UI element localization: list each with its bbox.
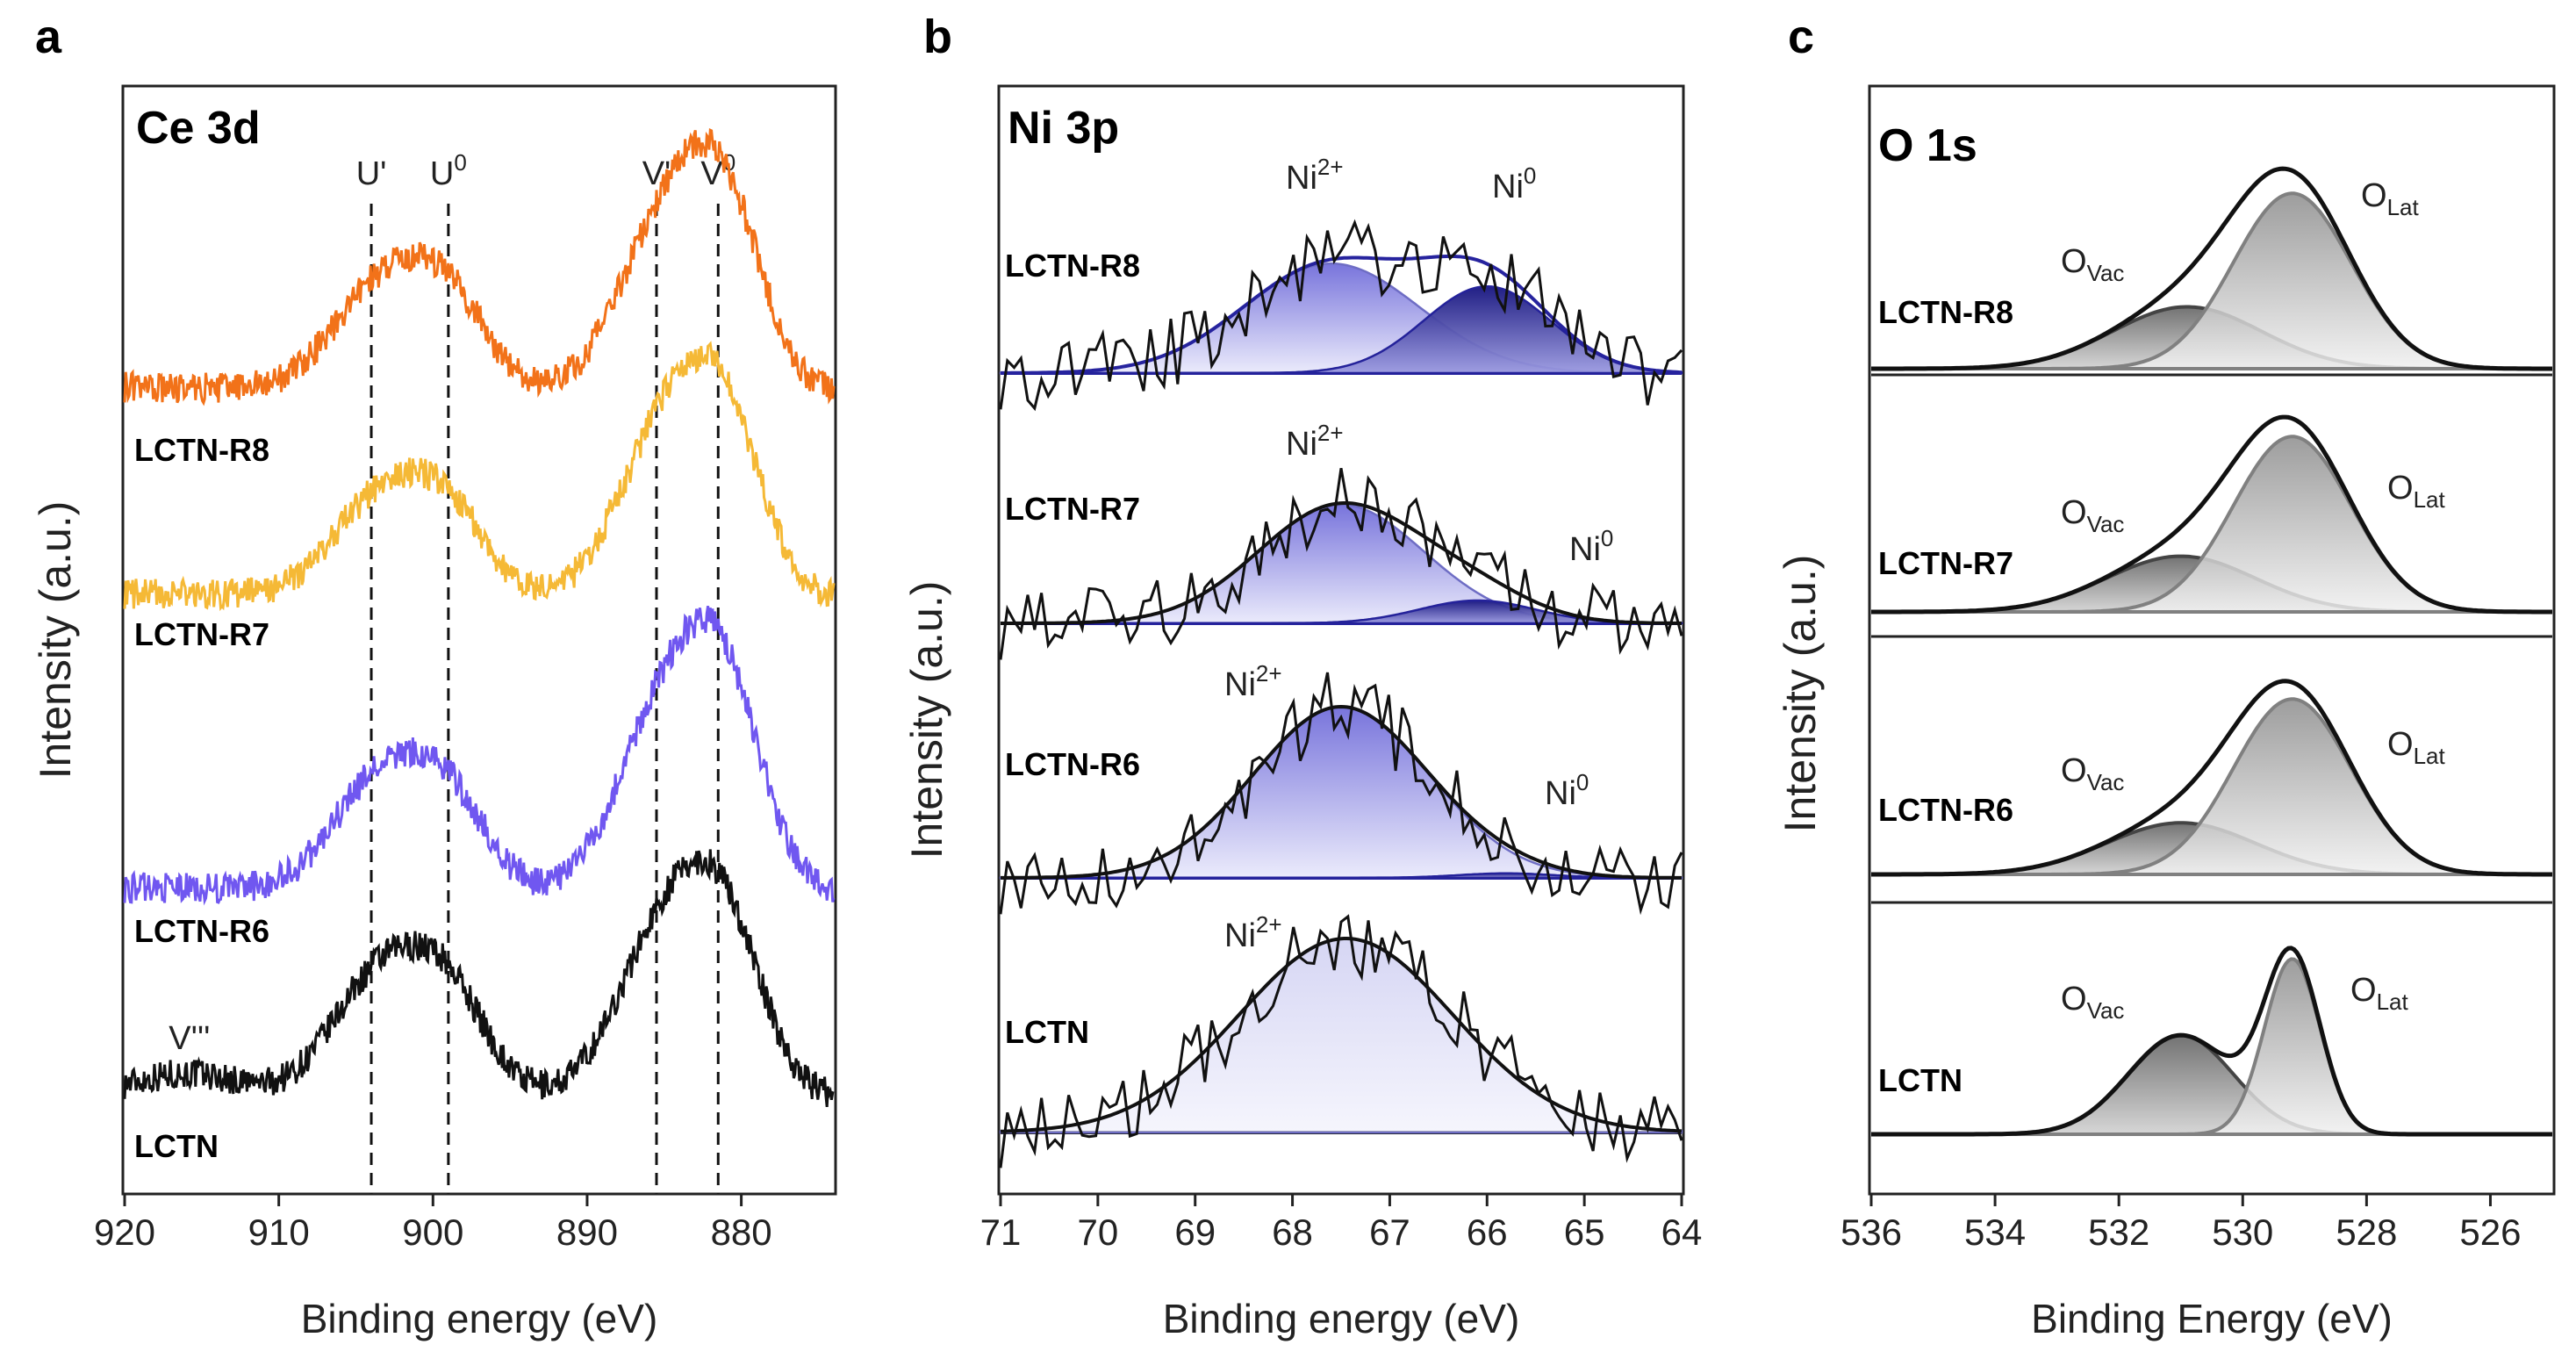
- panel-a-title: Ce 3d: [136, 103, 261, 154]
- ni3p-tick-label-69: 69: [1174, 1212, 1216, 1253]
- o1s-tick-label-526: 526: [2459, 1212, 2521, 1253]
- o1s-tick-label-532: 532: [2088, 1212, 2149, 1253]
- o1s-lctn-r6-label-olat: OLat: [2387, 726, 2445, 769]
- panel-c-frame: [1868, 84, 2556, 1196]
- panel-c-y-axis-label: Intensity (a.u.): [1776, 555, 1825, 833]
- ni3p-lctn-raw-data: [999, 914, 1683, 1168]
- ni3p-lctn-r7-label-ni0: Ni0: [1569, 525, 1613, 568]
- o1s-lctn-fit-envelope: [1871, 946, 2552, 1137]
- ce3d-tick-label-920: 920: [94, 1212, 155, 1253]
- ni3p-lctn-r6-label-ni2: Ni2+: [1224, 660, 1282, 703]
- panel-b-title: Ni 3p: [1008, 103, 1119, 154]
- ni3p-lctn-r8-component-ni0: [1001, 284, 1683, 375]
- sample-label-lctn: LCTN: [1005, 1014, 1089, 1050]
- sample-label-lctn-r6: LCTN-R6: [1005, 746, 1140, 782]
- panel-c-peak-labels: OVac OLat OVac OLat OVac OLat OVac OLat: [2061, 177, 2445, 1024]
- sample-label-lctn-r7: LCTN-R7: [1005, 491, 1140, 527]
- panel-c: c O 1s LCTN LCTN-R6 LCTN-R7 LCTN-R8 OVac OLa…: [1776, 11, 2556, 1341]
- panel-c-x-axis-label: Binding Energy (eV): [2031, 1296, 2393, 1341]
- ce3d-lctn-curve: [123, 849, 835, 1108]
- panel-a-y-axis-label: Intensity (a.u.): [31, 501, 80, 780]
- panel-a-frame: [121, 84, 837, 1196]
- o1s-lctn-r6-fit-envelope: [1871, 679, 2552, 877]
- ce3d-lctn-r6-curve: [123, 605, 836, 906]
- panel-c-sample-labels: LCTN LCTN-R6 LCTN-R7 LCTN-R8: [1878, 294, 2013, 1098]
- sample-label-lctn-r8: LCTN-R8: [1005, 248, 1140, 284]
- ce3d-tick-label-900: 900: [402, 1212, 463, 1253]
- sample-label-lctn-r8: LCTN-R8: [134, 432, 269, 468]
- reference-label-1: U': [356, 155, 387, 192]
- ni3p-lctn-r8-raw-data: [999, 219, 1683, 412]
- panel-a-x-ticks: 920 910 900 890 880: [94, 1194, 772, 1253]
- ni3p-tick-label-66: 66: [1467, 1212, 1508, 1253]
- sample-label-lctn: LCTN: [1878, 1062, 1962, 1098]
- ce3d-tick-label-910: 910: [248, 1212, 310, 1253]
- panel-a-sample-labels: LCTN LCTN-R6 LCTN-R7 LCTN-R8: [134, 432, 269, 1164]
- reference-label-2: U0: [430, 149, 467, 192]
- sample-label-lctn: LCTN: [134, 1128, 219, 1164]
- ce3d-tick-label-880: 880: [711, 1212, 772, 1253]
- panel-b-x-ticks: 71 70 69 68 67 66 65 64: [980, 1194, 1703, 1253]
- ni3p-tick-label-70: 70: [1077, 1212, 1118, 1253]
- ni3p-lctn-r6-label-ni0: Ni0: [1545, 769, 1589, 812]
- panel-a-label: a: [35, 11, 62, 63]
- o1s-lctn-r7-label-ovac: OVac: [2061, 494, 2124, 537]
- o1s-lctn-r8-component-olat: [1871, 191, 2552, 370]
- o1s-lctn-label-olat: OLat: [2350, 972, 2408, 1015]
- o1s-lctn-r8-fit-envelope: [1871, 166, 2552, 371]
- ce3d-lctn-r7-curve: [123, 341, 836, 612]
- o1s-lctn-r7-fit-envelope: [1871, 414, 2552, 615]
- panel-a: a Ce 3d U' U0 V' V0 LCTNLCTN-R6LCTN-R7LCTN-…: [31, 11, 837, 1341]
- panel-c-x-ticks: 536 534 532 530 528 526: [1841, 1194, 2521, 1253]
- ni3p-lctn-fit-envelope: [1000, 937, 1683, 1133]
- o1s-tick-label-534: 534: [1964, 1212, 2026, 1253]
- ni3p-lctn-r8-label-ni0: Ni0: [1492, 162, 1536, 205]
- ni3p-lctn-r6-raw-data: [999, 672, 1683, 916]
- o1s-lctn-r7-component-olat: [1871, 435, 2552, 614]
- o1s-lctn-r6-component-olat: [1871, 697, 2552, 876]
- ni3p-tick-label-68: 68: [1272, 1212, 1313, 1253]
- panel-a-series: [123, 128, 836, 1108]
- o1s-lctn-r8-label-olat: OLat: [2361, 177, 2419, 220]
- panel-c-label: c: [1788, 11, 1814, 63]
- panel-a-x-axis-label: Binding energy (eV): [301, 1296, 658, 1341]
- sample-label-lctn-r7: LCTN-R7: [1878, 545, 2013, 581]
- v-triple-prime-label: V''': [169, 1020, 210, 1057]
- panel-c-title: O 1s: [1878, 120, 1977, 171]
- ni3p-lctn-r8-label-ni2: Ni2+: [1286, 154, 1344, 197]
- ce3d-lctn-r8-curve: [123, 128, 836, 406]
- panel-c-series: [1871, 166, 2552, 1137]
- panel-b-peak-labels: Ni2+ Ni2+ Ni0 Ni2+ Ni0 Ni2+ Ni0: [1224, 154, 1613, 954]
- ni3p-tick-label-67: 67: [1369, 1212, 1410, 1253]
- o1s-tick-label-530: 530: [2212, 1212, 2273, 1253]
- panel-b-x-axis-label: Binding energy (eV): [1163, 1296, 1520, 1341]
- sample-label-lctn-r8: LCTN-R8: [1878, 294, 2013, 330]
- o1s-lctn-r8-label-ovac: OVac: [2061, 243, 2124, 286]
- sample-label-lctn-r6: LCTN-R6: [134, 913, 269, 949]
- panel-b-frame: [997, 84, 1685, 1196]
- sample-label-lctn-r6: LCTN-R6: [1878, 792, 2013, 828]
- o1s-lctn-r6-label-ovac: OVac: [2061, 752, 2124, 795]
- o1s-lctn-label-ovac: OVac: [2061, 981, 2124, 1024]
- ni3p-tick-label-71: 71: [980, 1212, 1022, 1253]
- panel-b-sample-labels: LCTN LCTN-R6 LCTN-R7 LCTN-R8: [1005, 248, 1140, 1050]
- o1s-lctn-r7-label-olat: OLat: [2387, 470, 2445, 513]
- panel-b-y-axis-label: Intensity (a.u.): [902, 581, 951, 859]
- panel-b-label: b: [923, 11, 952, 63]
- ni3p-tick-label-65: 65: [1564, 1212, 1605, 1253]
- panel-a-reference-lines: [370, 204, 720, 1194]
- o1s-tick-label-528: 528: [2336, 1212, 2397, 1253]
- ce3d-tick-label-890: 890: [556, 1212, 618, 1253]
- ni3p-tick-label-64: 64: [1661, 1212, 1703, 1253]
- sample-label-lctn-r7: LCTN-R7: [134, 616, 269, 652]
- ni3p-lctn-r7-label-ni2: Ni2+: [1286, 420, 1344, 463]
- o1s-tick-label-536: 536: [1841, 1212, 1902, 1253]
- panel-a-reference-labels: U' U0 V' V0: [356, 149, 735, 192]
- ni3p-lctn-label-ni2: Ni2+: [1224, 911, 1282, 954]
- panel-b-series: [999, 219, 1683, 1168]
- ni3p-lctn-r7-raw-data: [999, 468, 1683, 660]
